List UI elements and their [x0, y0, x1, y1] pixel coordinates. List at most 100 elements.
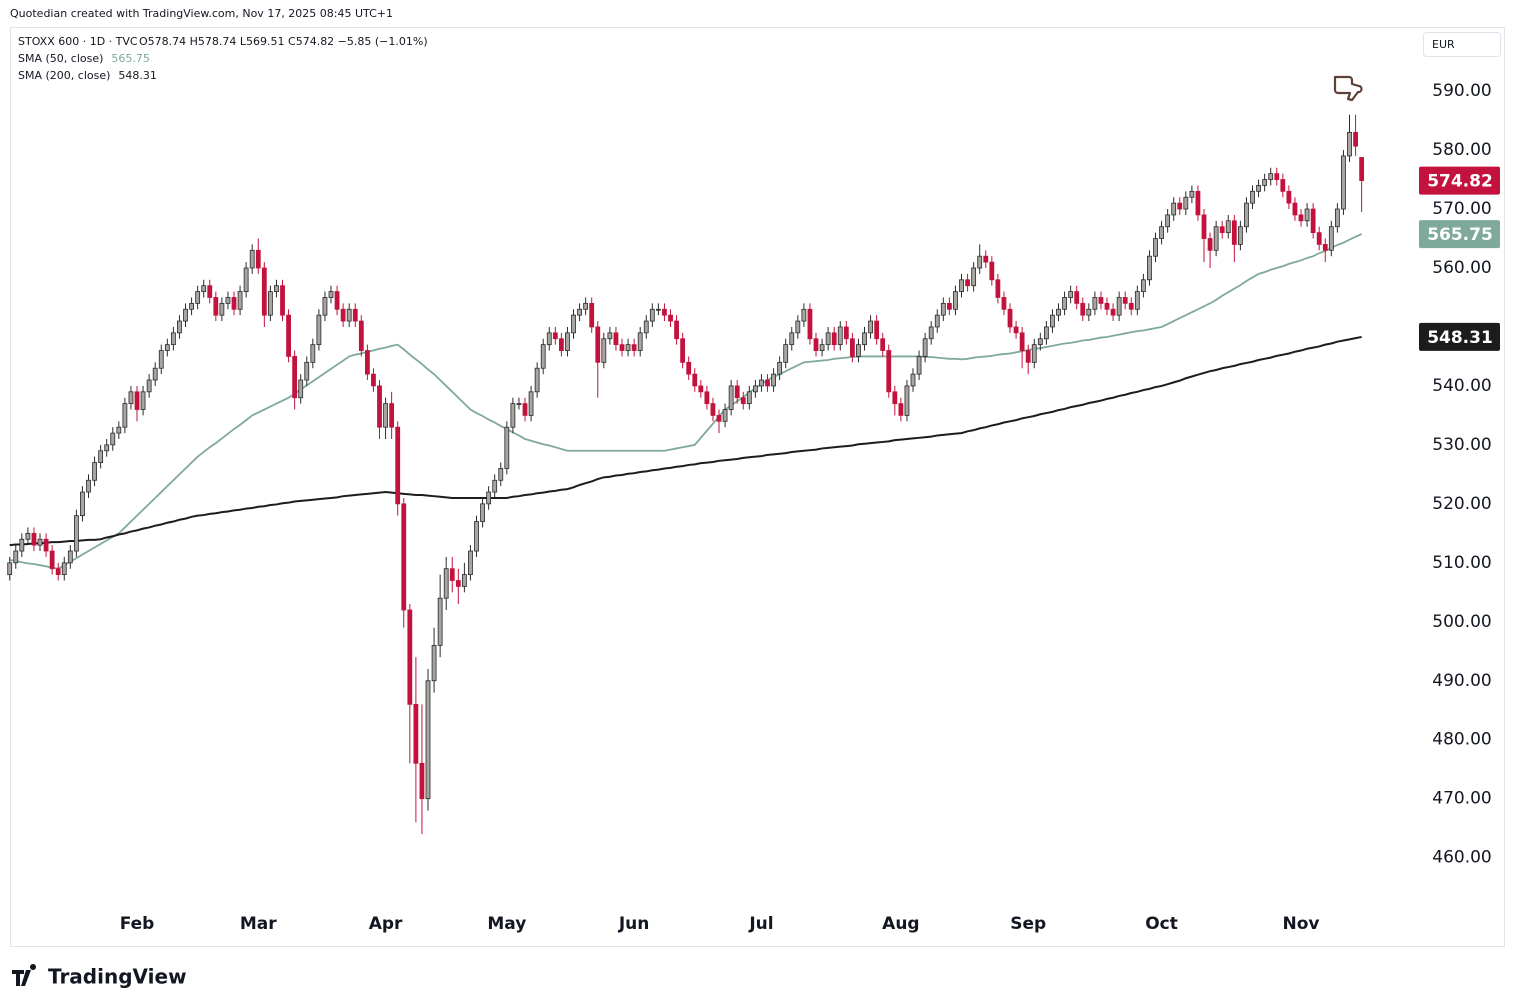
candle-body — [583, 302, 589, 310]
legend-name: SMA (50, close) — [18, 52, 103, 65]
candle-body — [1189, 190, 1195, 198]
candle-body — [734, 385, 740, 399]
candle-body — [843, 326, 849, 340]
candle-body — [1159, 226, 1164, 239]
candle-body — [892, 391, 898, 405]
candle-body — [959, 279, 964, 292]
candle-body — [1050, 314, 1055, 328]
y-tick-label: 510.00 — [1432, 553, 1491, 573]
candle-body — [164, 344, 170, 351]
candle-body — [1001, 297, 1007, 310]
candle-body — [783, 344, 789, 363]
candle-body — [1086, 308, 1092, 316]
candle-body — [989, 261, 995, 281]
candle-body — [292, 356, 298, 399]
y-tick-label: 530.00 — [1432, 435, 1491, 455]
candle-body — [1183, 196, 1189, 210]
candle-body — [1147, 255, 1152, 281]
candle-body — [540, 344, 546, 369]
candle-body — [619, 344, 625, 351]
candle-body — [286, 314, 291, 357]
logo-text: TradingView — [48, 965, 187, 989]
candle-body — [722, 409, 728, 422]
candle-body — [795, 320, 801, 334]
sma-line — [9, 335, 1362, 547]
candle-body — [116, 426, 122, 434]
candle-body — [740, 397, 746, 405]
candle-body — [1007, 308, 1013, 328]
x-tick-label: Mar — [240, 914, 277, 934]
price-label: 565.75 — [1427, 225, 1493, 245]
candle-body — [1250, 190, 1255, 204]
candle-body — [1334, 208, 1340, 228]
candle-body — [1353, 131, 1358, 147]
candle-body — [73, 515, 79, 552]
candle-body — [819, 344, 825, 351]
candle-body — [1322, 244, 1328, 251]
candle-body — [249, 249, 255, 269]
candle-body — [189, 302, 194, 310]
candle-body — [522, 403, 528, 416]
candle-body — [589, 302, 595, 328]
price-label-box — [1419, 166, 1500, 195]
candle-body — [953, 291, 958, 310]
candle-body — [146, 379, 152, 393]
x-tick-label: Apr — [369, 914, 403, 934]
candle-body — [298, 379, 304, 399]
candle-body — [752, 385, 758, 393]
candle-body — [546, 332, 552, 346]
candle-body — [231, 297, 237, 310]
y-tick-label: 520.00 — [1432, 494, 1491, 514]
candle-body — [1013, 326, 1019, 334]
candle-body — [389, 403, 395, 428]
candle-body — [946, 302, 952, 310]
candle-body — [1328, 226, 1334, 251]
candle-body — [7, 562, 13, 576]
candle-body — [25, 532, 31, 540]
candle-body — [455, 580, 461, 587]
candle-body — [110, 432, 116, 446]
candle-body — [765, 379, 770, 387]
candle-body — [934, 314, 940, 328]
candle-body — [649, 308, 655, 322]
candle-body — [1128, 302, 1134, 310]
attribution: Quotedian created with TradingView.com, … — [10, 7, 393, 20]
x-tick-label: Jul — [748, 914, 773, 934]
candle-body — [831, 332, 837, 346]
candle-body — [534, 367, 540, 393]
candle-body — [674, 320, 679, 340]
candle-body — [680, 338, 686, 363]
candle-body — [134, 391, 140, 410]
currency-box[interactable] — [1423, 32, 1501, 57]
candle-body — [1074, 291, 1080, 304]
candle-body — [631, 344, 637, 351]
candle-body — [686, 361, 692, 375]
x-tick-label: Aug — [882, 914, 919, 934]
candle-body — [1359, 157, 1365, 182]
candle-body — [55, 568, 61, 576]
candle-body — [486, 491, 492, 505]
price-label-box — [1419, 322, 1500, 351]
candle-body — [413, 703, 419, 764]
candle-body — [383, 403, 388, 428]
candle-body — [1237, 226, 1243, 245]
candle-body — [98, 450, 104, 463]
candle-body — [1304, 208, 1310, 222]
candle-body — [437, 597, 443, 646]
candle-body — [928, 326, 934, 340]
candle-body — [1219, 226, 1225, 234]
candle-body — [1280, 179, 1286, 192]
candle-body — [777, 361, 783, 375]
candle-body — [1201, 214, 1207, 239]
price-label: 548.31 — [1427, 328, 1493, 348]
candle-body — [801, 308, 807, 322]
candle-body — [789, 332, 795, 346]
legend-value: 565.75 — [111, 52, 150, 65]
candle-body — [358, 320, 364, 351]
candle-body — [1031, 344, 1037, 363]
candle-body — [1268, 173, 1274, 180]
candle-body — [43, 538, 49, 552]
candle-body — [364, 350, 370, 375]
